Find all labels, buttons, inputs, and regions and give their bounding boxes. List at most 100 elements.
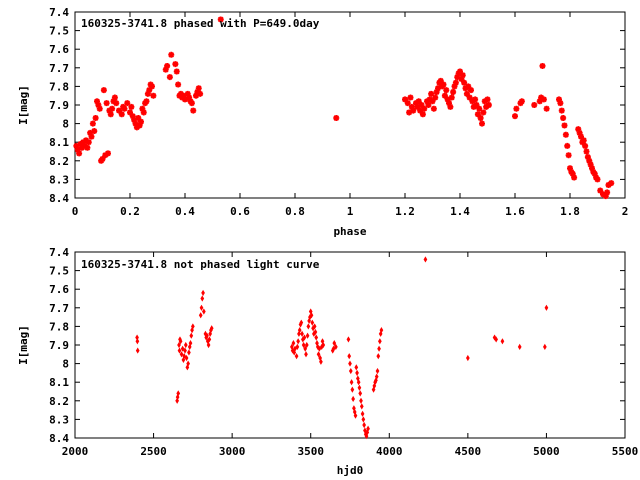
phased-data-point — [430, 105, 437, 112]
unphased-data-point — [544, 304, 549, 311]
phased-data-point — [531, 102, 538, 108]
unphased-data-point — [379, 327, 384, 334]
unphased-data-point — [377, 345, 381, 352]
unphased-data-point — [208, 330, 212, 337]
unphased-data-point — [135, 347, 140, 354]
phased-data-point — [473, 102, 480, 108]
phased-data-point — [461, 79, 468, 86]
phased-data-point — [485, 102, 492, 108]
unphased-data-point — [304, 341, 309, 349]
phased-x-tick-label: 1.6 — [505, 205, 525, 218]
unphased-data-point — [543, 343, 547, 350]
unphased-data-point — [302, 334, 307, 341]
unphased-data-point — [206, 341, 211, 349]
phased-data-point — [562, 131, 569, 138]
phased-data-point — [604, 189, 611, 196]
unphased-data-point — [307, 317, 311, 324]
phased-data-point — [128, 103, 135, 110]
phased-data-point — [446, 100, 452, 107]
unphased-data-point — [290, 347, 295, 354]
phased-data-point — [435, 85, 441, 92]
unphased-data-point — [319, 358, 323, 365]
unphased-data-point — [201, 289, 205, 297]
phased-y-tick-label: 8.4 — [49, 192, 69, 205]
phased-data-point — [139, 105, 146, 112]
phased-data-point — [89, 120, 96, 127]
phased-x-tick-label: 0 — [72, 205, 79, 218]
phased-chart-title: 160325-3741.8 phased with P=649.0day — [81, 17, 320, 30]
phased-x-axis-label: phase — [333, 225, 366, 238]
unphased-y-tick-label: 8.1 — [49, 376, 69, 389]
unphased-data-point — [295, 343, 300, 350]
phased-data-point — [180, 92, 187, 99]
unphased-y-tick-label: 7.9 — [49, 339, 69, 352]
phased-data-point — [600, 191, 606, 198]
unphased-data-point — [135, 338, 140, 345]
phased-data-point — [415, 98, 422, 105]
phased-data-point — [107, 111, 114, 118]
unphased-data-point — [183, 347, 187, 354]
phased-data-point — [518, 98, 525, 105]
phased-data-point — [186, 94, 193, 101]
unphased-data-point — [350, 386, 355, 393]
phased-data-point — [575, 126, 582, 133]
phased-data-point — [95, 102, 102, 108]
unphased-data-point — [366, 425, 370, 432]
phased-data-point — [567, 165, 573, 172]
unphased-data-point — [332, 340, 337, 347]
phased-data-point — [468, 87, 474, 94]
phased-y-tick-label: 7.6 — [49, 43, 69, 56]
phased-data-point — [583, 148, 590, 155]
unphased-data-point — [346, 336, 351, 343]
phased-data-point — [538, 94, 545, 101]
phased-x-tick-label: 0.4 — [175, 205, 195, 218]
unphased-y-tick-label: 7.6 — [49, 283, 69, 296]
phased-data-point — [571, 174, 578, 181]
phased-data-point — [91, 128, 98, 135]
phased-data-point — [135, 115, 142, 122]
phased-y-tick-label: 7.8 — [49, 80, 69, 93]
phased-data-point — [466, 94, 473, 101]
phased-data-point — [419, 111, 426, 118]
phased-data-point — [84, 144, 91, 151]
unphased-data-point — [200, 295, 205, 302]
unphased-data-point — [191, 323, 195, 330]
unphased-data-point — [303, 345, 308, 352]
phased-data-point — [426, 96, 433, 103]
phased-data-point — [417, 107, 424, 114]
phased-x-tick-label: 1.8 — [560, 205, 580, 218]
phased-data-point — [124, 100, 131, 107]
phased-data-point — [587, 161, 594, 168]
unphased-data-point — [356, 379, 361, 386]
phased-data-point — [177, 90, 184, 97]
unphased-data-point — [466, 354, 470, 362]
phased-data-point — [182, 96, 188, 103]
unphased-data-point — [198, 312, 203, 319]
phased-data-point — [168, 51, 175, 58]
phased-data-point — [428, 90, 435, 97]
unphased-data-point — [360, 410, 365, 417]
phased-data-point — [512, 113, 518, 120]
phased-x-tick-label: 1.2 — [395, 205, 415, 218]
unphased-light-curve-panel: 2000 2500 3000 3500 4000 4500 5000 5500 7.4 7.5 7.… — [17, 246, 638, 477]
phased-data-point — [132, 120, 139, 127]
unphased-data-point — [348, 360, 352, 367]
phased-data-point — [410, 107, 417, 114]
phased-data-point — [333, 115, 340, 122]
phased-data-point — [404, 100, 411, 107]
phased-data-point — [476, 105, 483, 112]
phased-data-point — [144, 90, 151, 97]
unphased-x-tick-label: 3500 — [297, 445, 324, 458]
unphased-data-point — [316, 351, 321, 358]
unphased-x-tick-label: 4000 — [376, 445, 403, 458]
unphased-data-point — [297, 330, 301, 337]
unphased-data-point — [305, 332, 310, 339]
unphased-y-tick-label: 8.2 — [49, 395, 69, 408]
unphased-data-point — [189, 332, 194, 339]
unphased-data-point — [296, 338, 300, 345]
phased-data-point — [121, 105, 128, 112]
phased-data-point — [85, 139, 92, 146]
phased-data-point — [458, 75, 465, 82]
unphased-plot-frame — [74, 251, 626, 439]
unphased-y-tick-label: 8 — [62, 358, 69, 371]
